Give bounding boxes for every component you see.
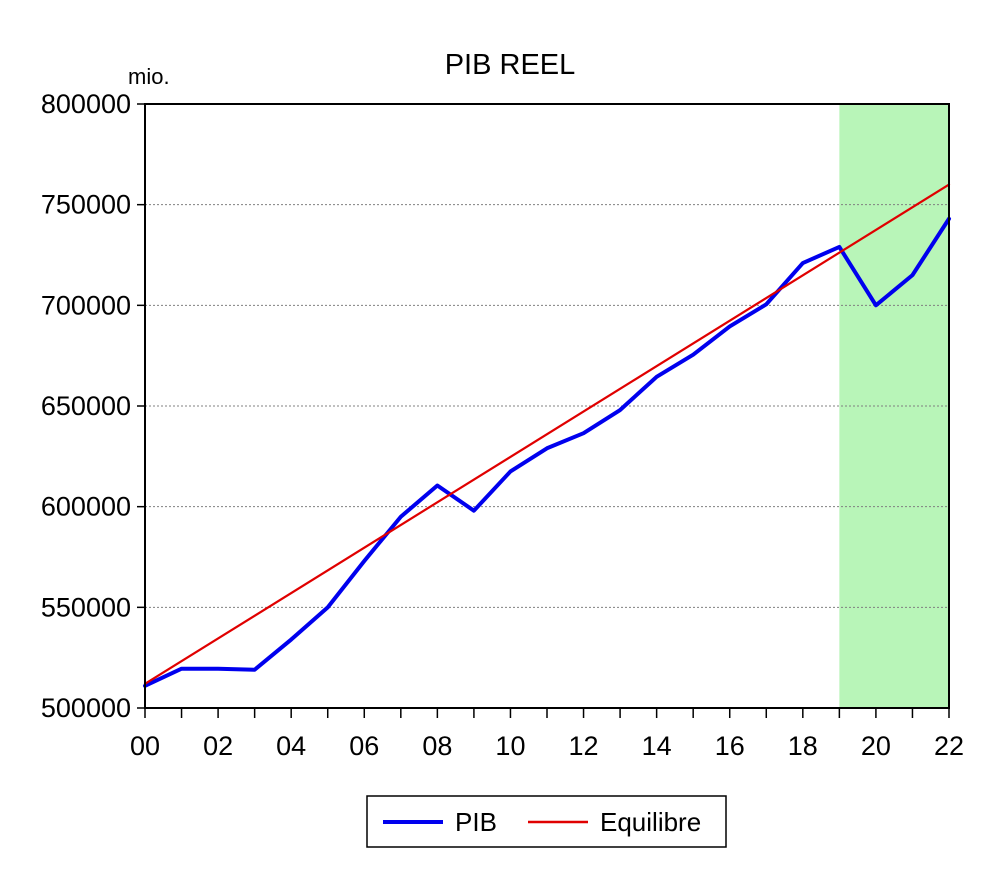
legend: PIB Equilibre bbox=[366, 795, 727, 848]
x-tick-label: 14 bbox=[642, 731, 672, 761]
x-tick-label: 04 bbox=[276, 731, 306, 761]
x-tick-label: 12 bbox=[569, 731, 599, 761]
x-tick-label: 00 bbox=[130, 731, 160, 761]
series-line-pib bbox=[143, 216, 951, 688]
x-tick-label: 22 bbox=[934, 731, 964, 761]
plot-frame bbox=[144, 103, 950, 709]
legend-label-equilibre: Equilibre bbox=[600, 807, 701, 837]
x-tick-label: 18 bbox=[788, 731, 818, 761]
y-axis-unit-label: mio. bbox=[128, 64, 170, 89]
y-tick-label: 650000 bbox=[41, 391, 131, 421]
x-tick-label: 16 bbox=[715, 731, 745, 761]
y-tick-label: 550000 bbox=[41, 592, 131, 622]
y-tick-label: 750000 bbox=[41, 190, 131, 220]
y-tick-label: 800000 bbox=[41, 89, 131, 119]
y-tick-label: 600000 bbox=[41, 492, 131, 522]
legend-label-pib: PIB bbox=[455, 807, 497, 837]
plot-area: 500000 550000 600000 650000 700000 750000 8000… bbox=[41, 89, 964, 761]
y-tick-label: 500000 bbox=[41, 693, 131, 723]
x-tick-label: 08 bbox=[422, 731, 452, 761]
x-tick-label: 10 bbox=[495, 731, 525, 761]
x-tick-label: 06 bbox=[349, 731, 379, 761]
chart-title: PIB REEL bbox=[445, 49, 576, 81]
y-tick-label: 700000 bbox=[41, 290, 131, 320]
x-tick-label: 02 bbox=[203, 731, 233, 761]
x-tick-label: 20 bbox=[861, 731, 891, 761]
series-line-equilibre bbox=[143, 183, 951, 685]
